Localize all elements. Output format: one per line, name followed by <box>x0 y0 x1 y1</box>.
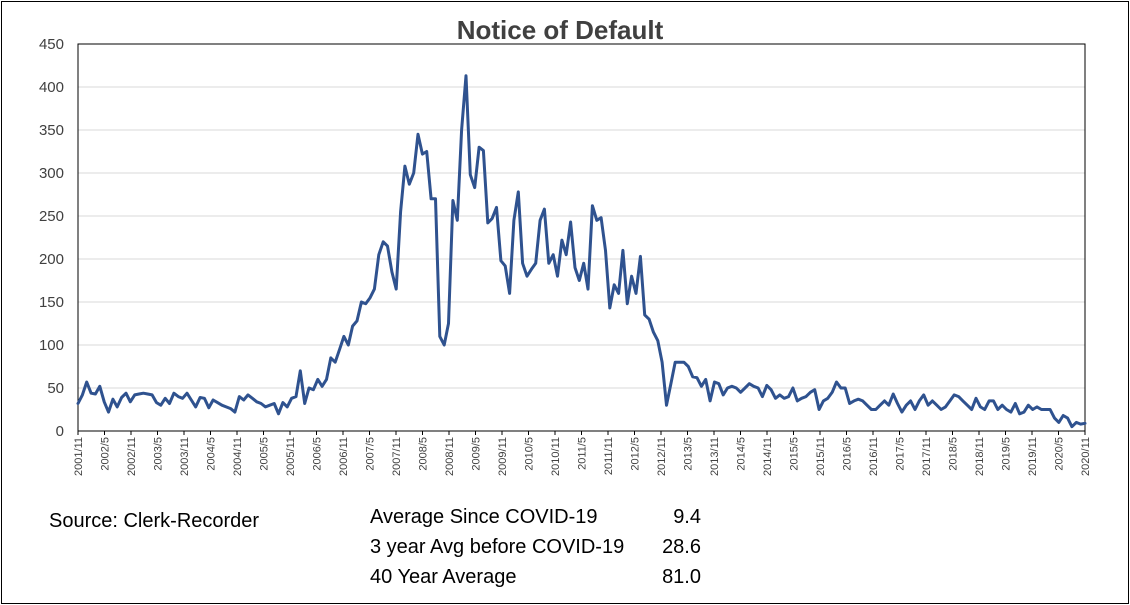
x-tick-label: 2008/11 <box>444 437 456 476</box>
x-tick-label: 2015/11 <box>815 437 827 476</box>
x-tick-label: 2011/11 <box>603 437 615 475</box>
x-tick-label: 2012/5 <box>630 437 642 471</box>
x-tick-label: 2016/11 <box>868 437 880 476</box>
chart-title: Notice of Default <box>457 15 664 45</box>
x-tick-label: 2005/5 <box>259 437 271 471</box>
x-tick-label: 2020/5 <box>1054 437 1066 471</box>
x-tick-label: 2020/11 <box>1080 437 1092 476</box>
y-tick-label: 150 <box>39 294 64 311</box>
y-tick-label: 450 <box>39 36 64 53</box>
stat-value: 28.6 <box>662 536 701 558</box>
y-tick-label: 300 <box>39 165 64 182</box>
stat-row-40-year-average: 40 Year Average 81.0 <box>370 562 705 592</box>
x-tick-label: 2010/11 <box>550 437 562 476</box>
source-note: Source: Clerk-Recorder <box>49 510 260 532</box>
x-tick-label: 2003/11 <box>179 437 191 476</box>
x-tick-label: 2002/5 <box>100 437 112 471</box>
stat-label: Average Since COVID-19 <box>370 506 598 528</box>
x-tick-label: 2012/11 <box>656 437 668 476</box>
x-tick-label: 2018/11 <box>974 437 986 476</box>
x-tick-label: 2009/11 <box>497 437 509 476</box>
x-tick-label: 2004/5 <box>206 437 218 471</box>
plot-area-border <box>77 43 1086 432</box>
x-tick-label: 2007/11 <box>391 437 403 476</box>
x-tick-label: 2019/5 <box>1001 437 1013 471</box>
x-tick-label: 2017/5 <box>895 437 907 471</box>
y-tick-label: 400 <box>39 79 64 96</box>
y-axis-ticks: 0 50 100 150 200 250 300 350 400 450 <box>39 36 64 440</box>
x-tick-label: 2013/5 <box>683 437 695 471</box>
x-axis-ticks: 2001/11 2002/5 2002/11 2003/5 2003/11 2004/5 2… <box>73 431 1092 476</box>
x-tick-label: 2015/5 <box>789 437 801 471</box>
y-tick-label: 50 <box>47 380 64 397</box>
x-tick-label: 2005/11 <box>285 437 297 476</box>
x-tick-label: 2014/11 <box>762 437 774 476</box>
y-tick-label: 250 <box>39 208 64 225</box>
x-tick-label: 2019/11 <box>1027 437 1039 476</box>
x-tick-label: 2003/5 <box>153 437 165 471</box>
x-tick-label: 2008/5 <box>418 437 430 471</box>
stat-label: 3 year Avg before COVID-19 <box>370 536 625 558</box>
y-tick-label: 100 <box>39 337 64 354</box>
stat-value: 81.0 <box>662 566 701 588</box>
stats-table: Average Since COVID-19 9.4 3 year Avg be… <box>370 502 705 592</box>
x-tick-label: 2006/11 <box>338 437 350 476</box>
x-tick-label: 2006/5 <box>312 437 324 471</box>
x-tick-label: 2016/5 <box>842 437 854 471</box>
stat-value: 9.4 <box>673 506 701 528</box>
x-tick-label: 2004/11 <box>232 437 244 476</box>
x-tick-label: 2009/5 <box>471 437 483 471</box>
gridlines <box>78 43 1085 389</box>
x-tick-label: 2001/11 <box>73 437 85 476</box>
x-tick-label: 2010/5 <box>524 437 536 471</box>
x-tick-label: 2014/5 <box>736 437 748 471</box>
series-group <box>76 74 1087 429</box>
x-tick-label: 2013/11 <box>709 437 721 476</box>
stat-label: 40 Year Average <box>370 566 517 588</box>
y-tick-label: 0 <box>56 423 64 440</box>
series-line <box>76 74 1087 429</box>
stat-row-covid-average: Average Since COVID-19 9.4 <box>370 502 705 532</box>
x-tick-label: 2002/11 <box>126 437 138 476</box>
x-tick-label: 2007/5 <box>365 437 377 471</box>
stat-row-pre-covid-average: 3 year Avg before COVID-19 28.6 <box>370 532 705 562</box>
x-tick-label: 2011/5 <box>577 437 589 470</box>
x-tick-label: 2017/11 <box>921 437 933 476</box>
y-tick-label: 350 <box>39 122 64 139</box>
x-tick-label: 2018/5 <box>948 437 960 471</box>
y-tick-label: 200 <box>39 251 64 268</box>
